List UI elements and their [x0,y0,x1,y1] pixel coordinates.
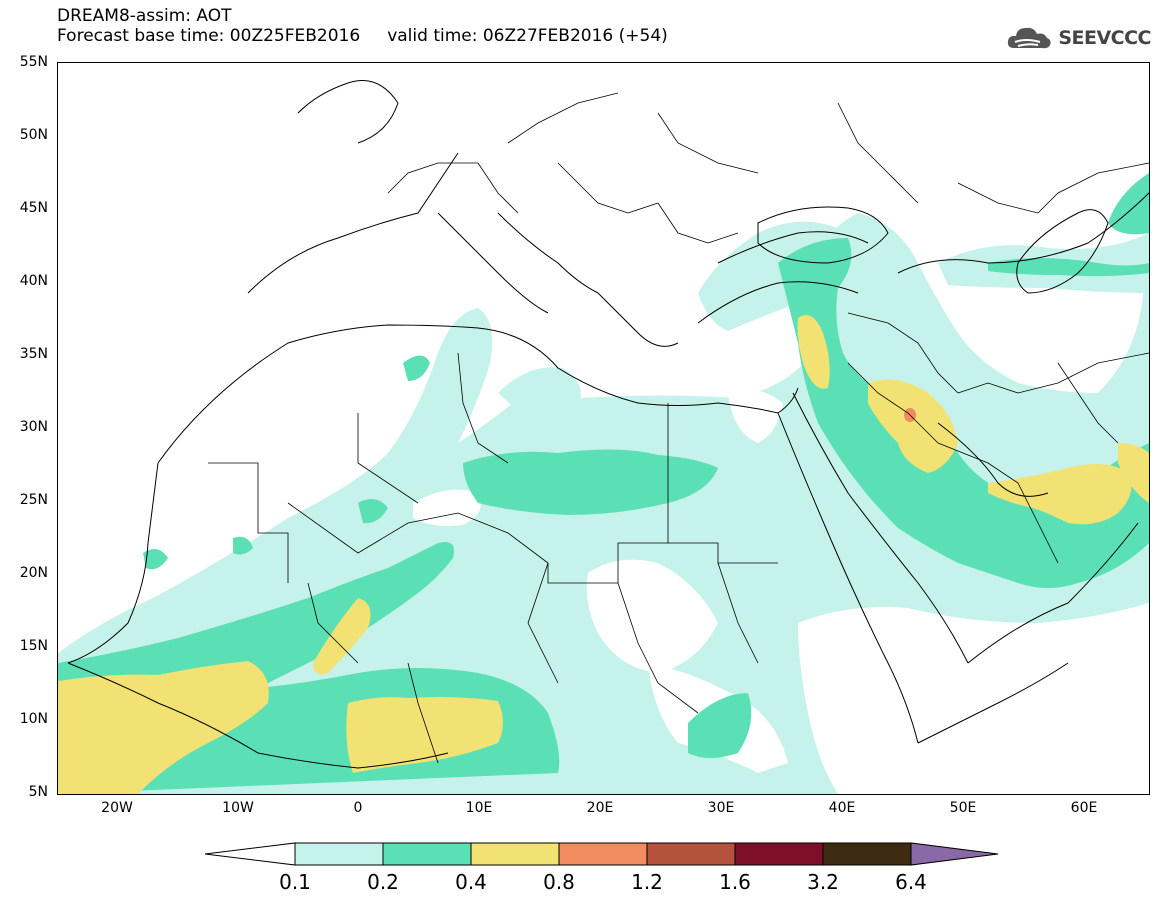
lon-label-40e: 40E [828,800,856,816]
coastlines [67,80,1149,769]
colorbar [205,842,999,866]
colorbar-label-3: 0.8 [543,870,575,894]
lat-label-35n: 35N [19,346,48,362]
lat-label-55n: 55N [19,54,48,70]
colorbar-swatch-2 [470,842,560,866]
lat-label-50n: 50N [19,127,48,143]
cloud-icon [1008,27,1051,49]
lat-label-15n: 15N [19,638,48,654]
colorbar-label-2: 0.4 [455,870,487,894]
product-title: DREAM8-assim: AOT [57,6,232,26]
lon-label-0: 0 [353,800,363,816]
lat-label-20n: 20N [19,565,48,581]
lat-label-25n: 25N [19,492,48,508]
colorbar-label-7: 6.4 [895,870,927,894]
lat-label-5n: 5N [28,784,48,800]
country-borders [208,92,1149,764]
colorbar-swatch-5 [734,842,824,866]
lon-label-60e: 60E [1070,800,1098,816]
colorbar-low-arrow [205,842,296,866]
colorbar-label-4: 1.2 [631,870,663,894]
aot-map [58,80,1149,794]
colorbar-label-0: 0.1 [279,870,311,894]
logo-text: SEEVCCC [1058,27,1151,49]
lon-label-10w: 10W [222,800,254,816]
lat-label-40n: 40N [19,273,48,289]
colorbar-label-5: 1.6 [719,870,751,894]
aot-field-0-4 [58,315,1149,794]
colorbar-swatch-3 [558,842,648,866]
lon-label-20e: 20E [586,800,614,816]
title-block: DREAM8-assim: AOT Forecast base time: 00… [57,6,668,46]
colorbar-swatch-6 [822,842,912,866]
colorbar-swatch-0 [294,842,384,866]
colorbar-label-1: 0.2 [367,870,399,894]
lat-label-45n: 45N [19,200,48,216]
lon-label-10e: 10E [465,800,493,816]
lat-label-10n: 10N [19,711,48,727]
lon-label-30e: 30E [707,800,735,816]
colorbar-high-arrow [910,842,999,866]
lat-label-30n: 30N [19,419,48,435]
lon-label-50e: 50E [949,800,977,816]
colorbar-labels: 0.1 0.2 0.4 0.8 1.2 1.6 3.2 6.4 [0,870,1165,898]
seevccc-logo: SEEVCCC [1006,24,1151,52]
time-line: Forecast base time: 00Z25FEB2016 valid t… [57,26,668,46]
base-time: Forecast base time: 00Z25FEB2016 [57,26,361,46]
valid-time: valid time: 06Z27FEB2016 (+54) [387,26,668,46]
map-panel [57,62,1150,795]
colorbar-swatch-4 [646,842,736,866]
lon-label-20w: 20W [101,800,133,816]
colorbar-label-6: 3.2 [807,870,839,894]
colorbar-swatch-1 [382,842,472,866]
low-aot-gaps [58,389,1149,794]
